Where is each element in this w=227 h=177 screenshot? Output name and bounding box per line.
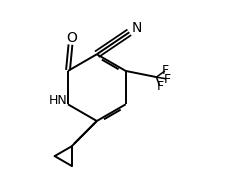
Text: O: O [66,32,77,45]
Text: F: F [156,80,163,93]
Text: HN: HN [49,94,68,107]
Text: F: F [162,64,169,78]
Text: F: F [163,73,170,86]
Text: N: N [132,21,142,35]
